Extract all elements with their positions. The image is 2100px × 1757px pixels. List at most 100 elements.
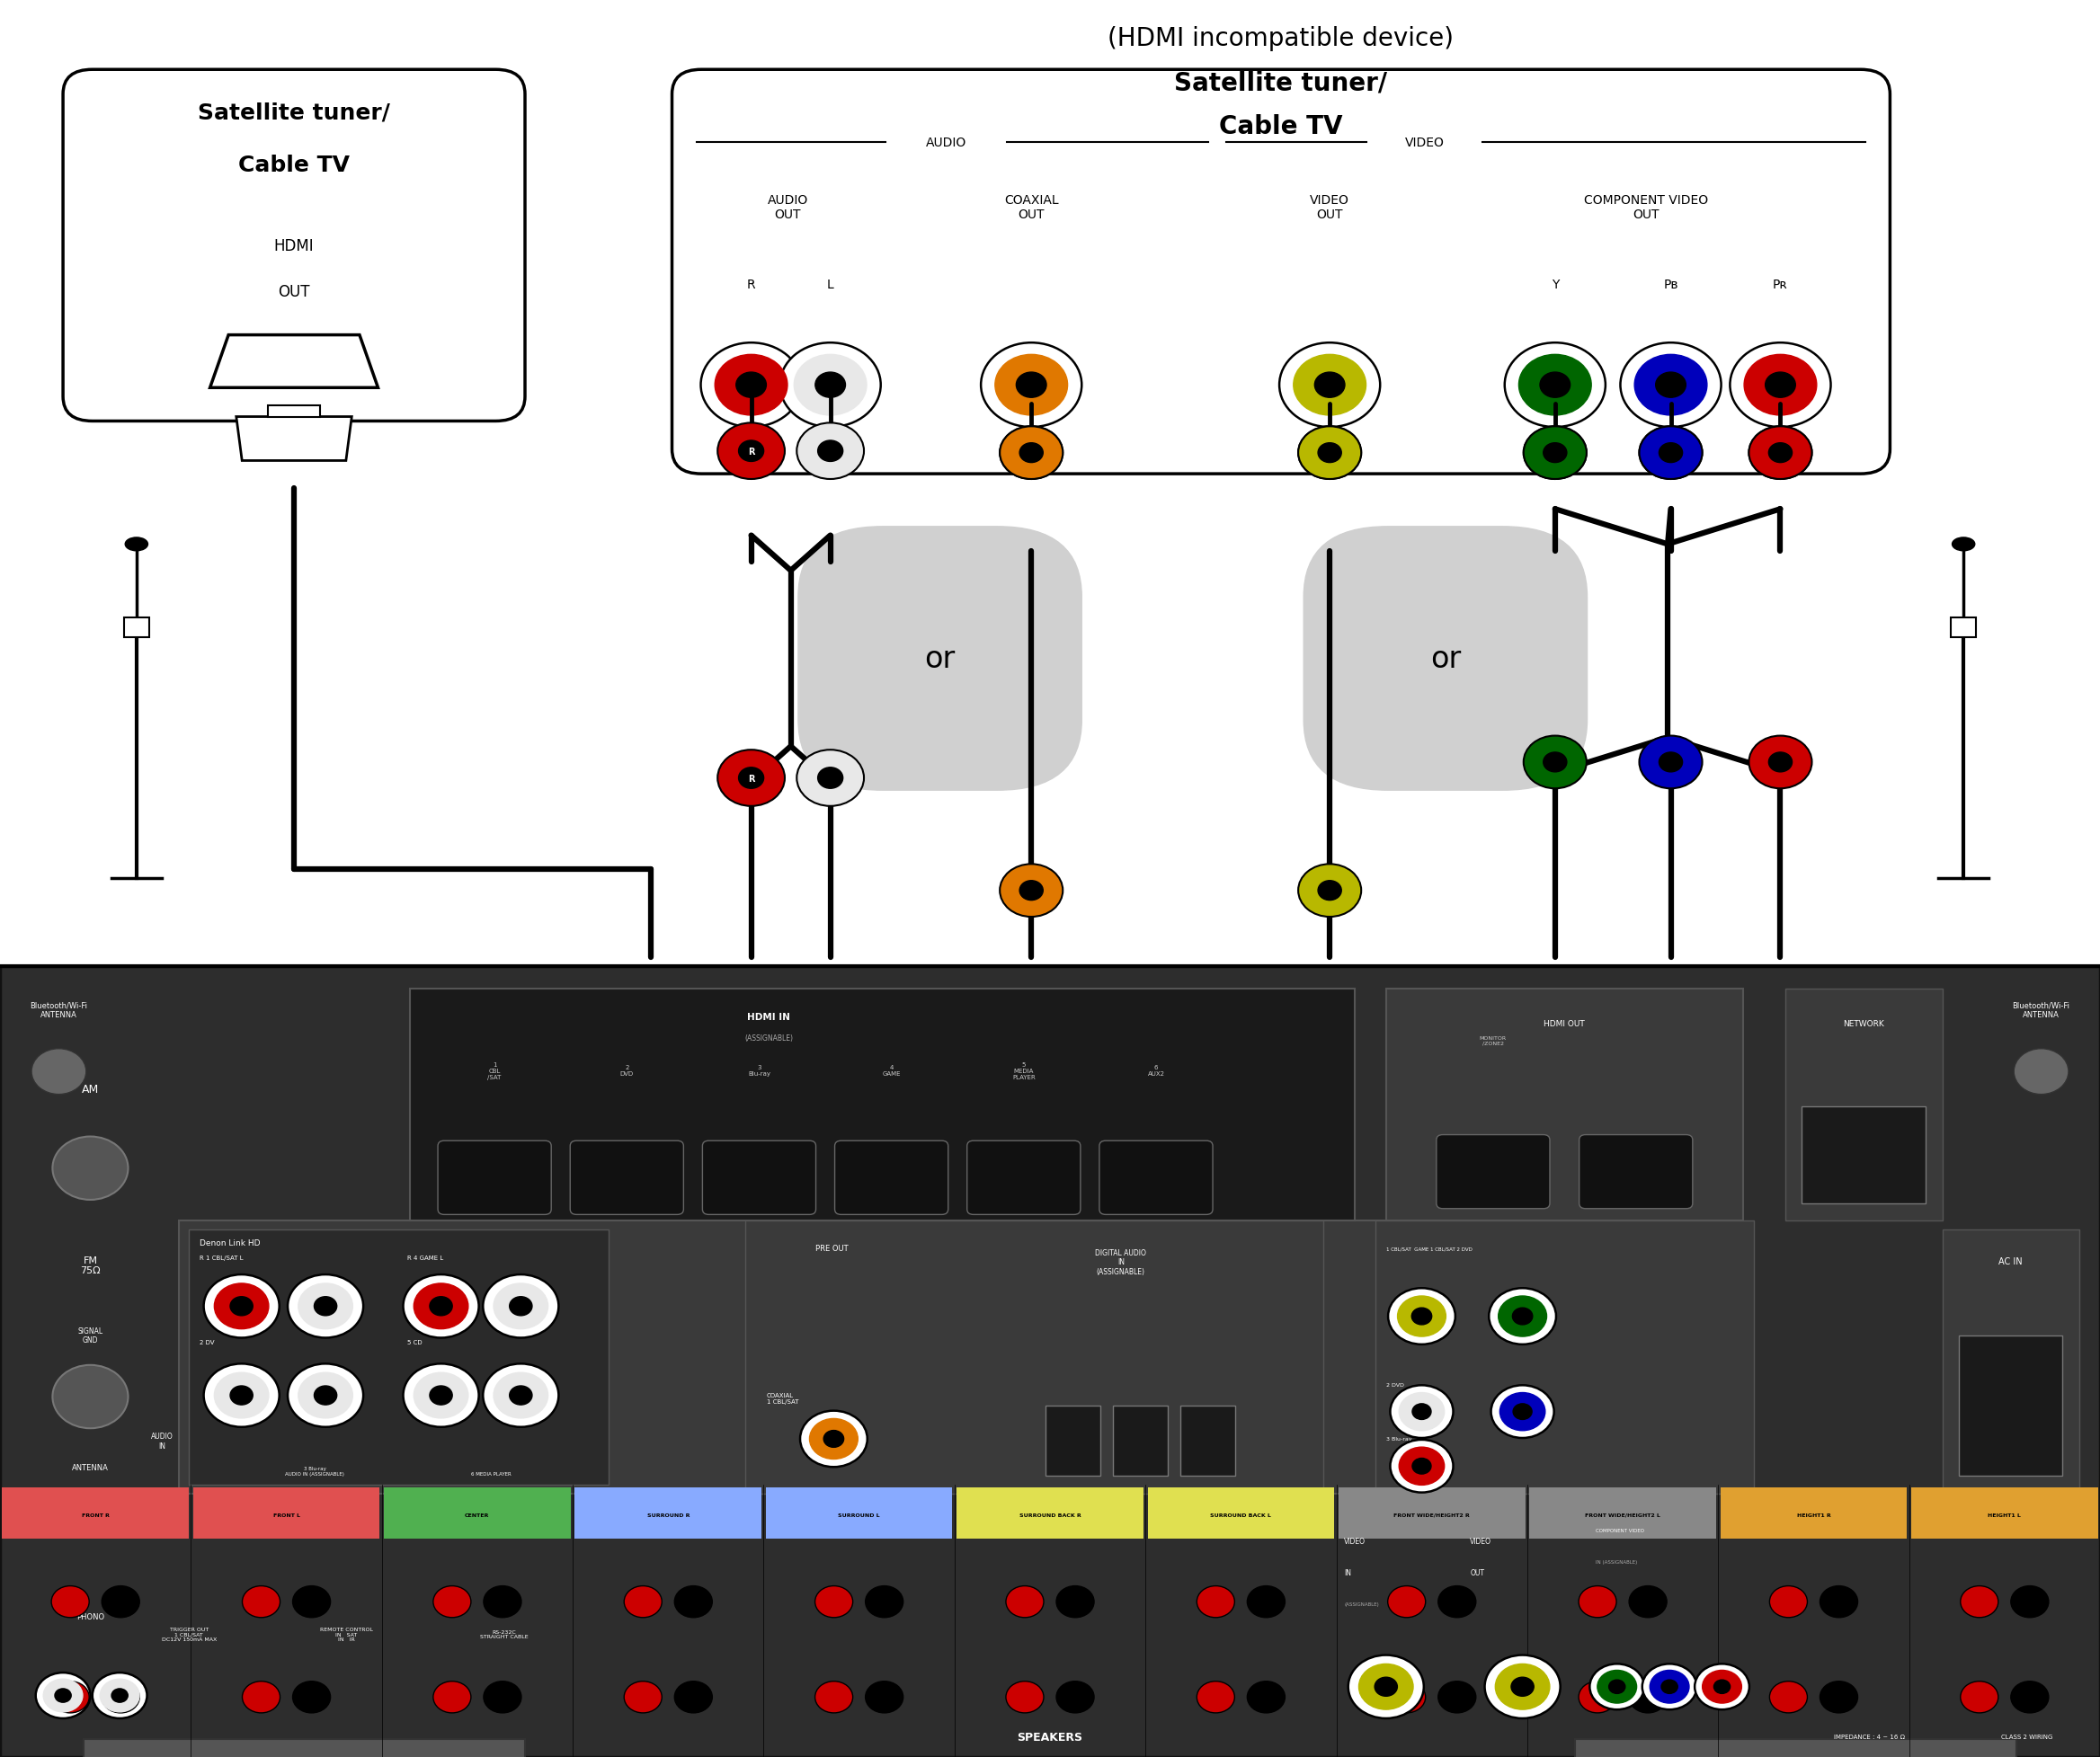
- Text: PRE OUT: PRE OUT: [815, 1244, 848, 1253]
- Circle shape: [701, 343, 802, 427]
- FancyBboxPatch shape: [569, 1140, 682, 1214]
- Text: IN (ASSIGNABLE): IN (ASSIGNABLE): [1596, 1560, 1638, 1564]
- Circle shape: [1640, 736, 1703, 789]
- Text: R 1 CBL/SAT L: R 1 CBL/SAT L: [200, 1254, 244, 1260]
- Circle shape: [1279, 343, 1380, 427]
- Text: SIGNAL
GND: SIGNAL GND: [78, 1327, 103, 1344]
- Text: SURROUND BACK L: SURROUND BACK L: [1210, 1513, 1270, 1516]
- Text: HEIGHT1 L: HEIGHT1 L: [1989, 1513, 2020, 1516]
- Circle shape: [414, 1372, 468, 1418]
- Text: CLASS 2 WIRING: CLASS 2 WIRING: [2001, 1734, 2052, 1739]
- Text: R: R: [748, 446, 754, 457]
- Bar: [1802, 1107, 1926, 1204]
- Text: RS-232C
STRAIGHT CABLE: RS-232C STRAIGHT CABLE: [481, 1629, 527, 1639]
- Circle shape: [1640, 427, 1703, 480]
- Circle shape: [1522, 736, 1588, 789]
- Circle shape: [214, 1284, 269, 1328]
- Bar: [958, 1488, 1142, 1539]
- Text: (ASSIGNABLE): (ASSIGNABLE): [743, 1033, 794, 1042]
- Text: OUT: OUT: [277, 283, 311, 300]
- Polygon shape: [235, 418, 353, 460]
- Circle shape: [493, 1284, 548, 1328]
- Circle shape: [298, 1372, 353, 1418]
- FancyBboxPatch shape: [966, 1140, 1079, 1214]
- Circle shape: [1247, 1587, 1285, 1618]
- FancyBboxPatch shape: [798, 527, 1082, 791]
- Text: AUDIO: AUDIO: [926, 137, 966, 149]
- Circle shape: [1703, 1671, 1741, 1703]
- Circle shape: [817, 768, 842, 789]
- Circle shape: [510, 1386, 531, 1406]
- Circle shape: [403, 1276, 479, 1339]
- Bar: [410, 989, 1354, 1221]
- Circle shape: [817, 441, 842, 462]
- Circle shape: [1770, 1681, 1808, 1713]
- Circle shape: [779, 343, 880, 427]
- Circle shape: [739, 768, 764, 789]
- Circle shape: [1388, 1587, 1426, 1618]
- Circle shape: [483, 1276, 559, 1339]
- Text: SURROUND R: SURROUND R: [647, 1513, 689, 1516]
- Text: 6 MEDIA PLAYER: 6 MEDIA PLAYER: [470, 1471, 512, 1476]
- Text: NETWORK: NETWORK: [1844, 1019, 1884, 1028]
- Circle shape: [1770, 1587, 1808, 1618]
- Circle shape: [1609, 1680, 1625, 1694]
- Circle shape: [36, 1673, 90, 1718]
- Text: FRONT R: FRONT R: [82, 1513, 109, 1516]
- Circle shape: [1749, 427, 1812, 480]
- Circle shape: [1642, 1664, 1697, 1710]
- Circle shape: [44, 1680, 82, 1711]
- Circle shape: [1821, 1587, 1858, 1618]
- Text: 1
CBL
/SAT: 1 CBL /SAT: [487, 1061, 502, 1079]
- FancyBboxPatch shape: [63, 70, 525, 422]
- Circle shape: [214, 1372, 269, 1418]
- Circle shape: [433, 1681, 470, 1713]
- Circle shape: [1695, 1664, 1749, 1710]
- Circle shape: [1630, 1587, 1667, 1618]
- Circle shape: [241, 1587, 279, 1618]
- Text: COMPONENT VIDEO: COMPONENT VIDEO: [1596, 1529, 1644, 1532]
- Circle shape: [1504, 343, 1604, 427]
- Text: FRONT L: FRONT L: [273, 1513, 300, 1516]
- Bar: [1720, 1488, 1907, 1539]
- Circle shape: [1768, 752, 1791, 773]
- Circle shape: [1298, 427, 1361, 480]
- Text: 2 DVD: 2 DVD: [1386, 1383, 1405, 1386]
- Circle shape: [815, 1681, 853, 1713]
- Circle shape: [981, 343, 1082, 427]
- Text: 5 CD: 5 CD: [407, 1339, 422, 1344]
- Circle shape: [1598, 1671, 1636, 1703]
- Circle shape: [1016, 372, 1046, 399]
- Circle shape: [823, 1430, 844, 1448]
- Circle shape: [1399, 1448, 1445, 1485]
- Circle shape: [1745, 355, 1816, 416]
- Circle shape: [1730, 343, 1831, 427]
- Bar: [1386, 989, 1743, 1221]
- Bar: [2, 1488, 189, 1539]
- Circle shape: [414, 1284, 468, 1328]
- Text: VIDEO: VIDEO: [1405, 137, 1445, 149]
- Circle shape: [865, 1681, 903, 1713]
- Bar: [1529, 1488, 1716, 1539]
- Text: SURROUND L: SURROUND L: [838, 1513, 880, 1516]
- Bar: [1951, 618, 1976, 638]
- Circle shape: [204, 1276, 279, 1339]
- Text: R: R: [748, 278, 756, 290]
- Circle shape: [1056, 1681, 1094, 1713]
- Text: ANTENNA: ANTENNA: [71, 1464, 109, 1471]
- Circle shape: [1411, 1307, 1432, 1325]
- Circle shape: [1766, 372, 1796, 399]
- Text: TRIGGER OUT
1 CBL/SAT
DC12V 150mA MAX: TRIGGER OUT 1 CBL/SAT DC12V 150mA MAX: [162, 1627, 216, 1641]
- Circle shape: [101, 1587, 139, 1618]
- Circle shape: [1018, 880, 1044, 901]
- Circle shape: [1640, 427, 1703, 480]
- Text: L: L: [827, 446, 834, 457]
- Circle shape: [1512, 1678, 1533, 1696]
- Circle shape: [624, 1587, 661, 1618]
- FancyBboxPatch shape: [834, 1140, 947, 1214]
- Circle shape: [1315, 372, 1344, 399]
- Bar: [124, 618, 149, 638]
- Bar: [766, 1488, 953, 1539]
- Circle shape: [1714, 1680, 1730, 1694]
- Circle shape: [1000, 427, 1063, 480]
